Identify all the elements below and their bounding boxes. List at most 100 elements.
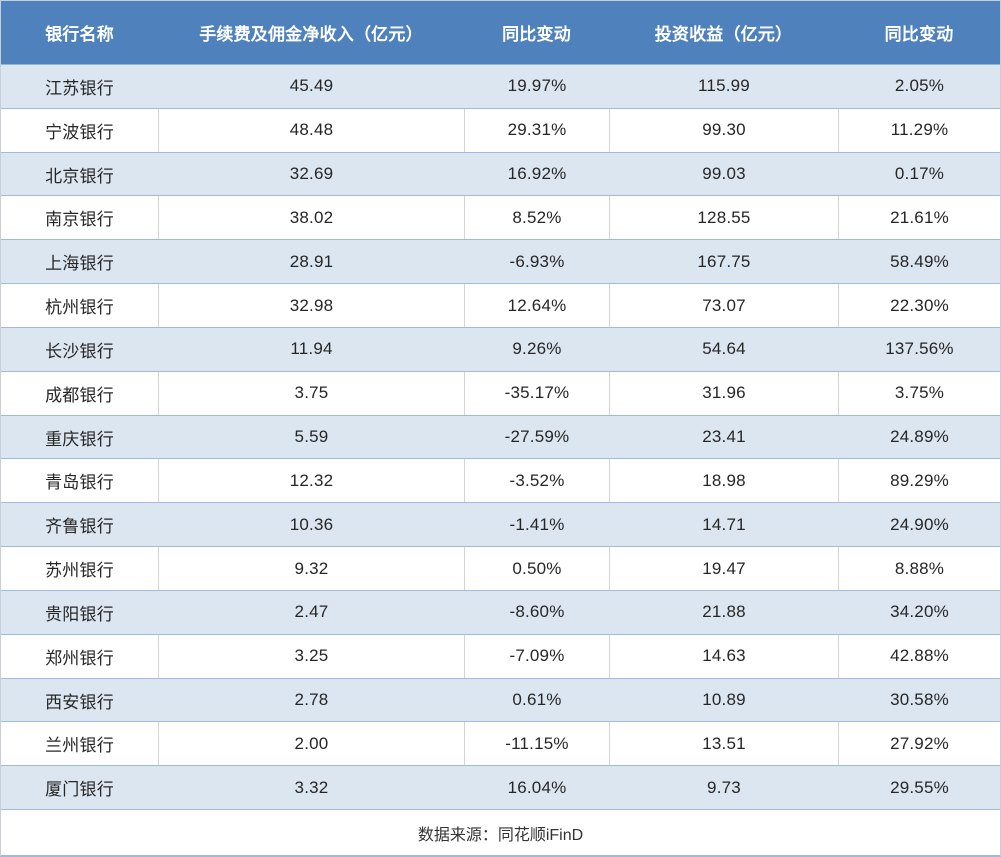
cell-investment-income: 99.03	[702, 164, 746, 184]
cell-investment-yoy: 34.20%	[890, 602, 949, 622]
cell-fee-yoy: 12.64%	[464, 284, 609, 327]
cell-investment-yoy: 11.29%	[838, 108, 1000, 152]
table-row: 齐鲁银行 10.36 -1.41% 14.71 24.90%	[1, 503, 1000, 548]
header-cell-bank-name: 银行名称	[45, 25, 114, 44]
cell-bank-name: 厦门银行	[45, 780, 114, 800]
header-cell-fee-yoy: 同比变动	[502, 25, 571, 44]
cell-investment-income: 115.99	[698, 76, 750, 96]
cell-fee-yoy: 16.92%	[507, 164, 567, 184]
cell-investment-yoy: 29.55%	[890, 777, 949, 797]
table-header-row: 银行名称 手续费及佣金净收入（亿元） 同比变动 投资收益（亿元） 同比变动	[1, 1, 1000, 65]
cell-bank-name: 西安银行	[45, 692, 114, 712]
cell-fee-income: 28.91	[289, 251, 334, 271]
cell-investment-income: 54.64	[702, 339, 746, 359]
cell-fee-income: 32.98	[158, 284, 464, 327]
table-row: 江苏银行 45.49 19.97% 115.99 2.05%	[1, 65, 1000, 109]
cell-fee-yoy: -1.41%	[509, 514, 565, 534]
cell-bank-name: 重庆银行	[45, 429, 114, 449]
cell-investment-yoy: 27.92%	[838, 722, 1000, 766]
cell-fee-yoy: -6.93%	[509, 251, 565, 271]
cell-bank-name: 苏州银行	[45, 561, 114, 581]
cell-investment-income: 14.63	[609, 634, 838, 678]
cell-fee-yoy: 9.26%	[512, 339, 562, 359]
cell-fee-income: 2.47	[294, 602, 329, 622]
data-source-note: 数据来源：同花顺iFinD	[417, 826, 584, 844]
cell-bank-name: 杭州银行	[45, 298, 114, 318]
header-cell-investment-income: 投资收益（亿元）	[654, 25, 793, 44]
cell-investment-income: 9.73	[707, 777, 741, 797]
cell-investment-yoy: 30.58%	[890, 690, 949, 709]
cell-fee-yoy: -35.17%	[464, 371, 609, 415]
cell-fee-income: 12.32	[158, 459, 464, 503]
cell-bank-name: 长沙银行	[45, 341, 114, 361]
cell-investment-income: 167.75	[697, 251, 751, 271]
cell-fee-income: 10.36	[289, 514, 334, 534]
cell-bank-name: 贵阳银行	[45, 604, 114, 624]
cell-investment-yoy: 3.75%	[838, 371, 1000, 415]
cell-fee-income: 2.78	[294, 690, 329, 709]
cell-bank-name: 青岛银行	[45, 473, 114, 493]
cell-fee-income: 3.25	[158, 634, 464, 678]
cell-investment-income: 23.41	[702, 427, 746, 447]
table-footer: 数据来源：同花顺iFinD	[1, 810, 1000, 855]
cell-fee-income: 11.94	[290, 339, 333, 359]
table-row: 贵阳银行 2.47 -8.60% 21.88 34.20%	[1, 590, 1000, 635]
cell-investment-income: 21.88	[702, 602, 746, 622]
cell-fee-income: 45.49	[289, 76, 334, 96]
header-cell-investment-yoy: 同比变动	[884, 25, 954, 44]
cell-bank-name: 宁波银行	[45, 122, 114, 142]
table-row: 北京银行 32.69 16.92% 99.03 0.17%	[1, 152, 1000, 197]
cell-investment-yoy: 137.56%	[885, 339, 954, 359]
cell-bank-name: 兰州银行	[45, 736, 114, 756]
cell-fee-yoy: 8.52%	[464, 196, 609, 240]
table-row: 上海银行 28.91 -6.93% 167.75 58.49%	[1, 240, 1000, 285]
table-row: 苏州银行 9.32 0.50% 19.47 8.88%	[1, 547, 1000, 591]
cell-investment-yoy: 58.49%	[890, 251, 949, 271]
cell-fee-income: 48.48	[158, 108, 464, 152]
cell-fee-yoy: -8.60%	[509, 602, 565, 622]
cell-bank-name: 上海银行	[45, 254, 114, 274]
cell-investment-yoy: 89.29%	[838, 459, 1000, 503]
cell-fee-income: 38.02	[158, 196, 464, 240]
cell-investment-yoy: 0.17%	[894, 164, 945, 184]
cell-fee-income: 3.75	[158, 371, 464, 415]
cell-fee-yoy: 19.97%	[507, 76, 567, 96]
cell-investment-yoy: 21.61%	[838, 196, 1000, 240]
cell-investment-income: 10.89	[702, 690, 746, 709]
cell-fee-yoy: 0.61%	[512, 690, 562, 709]
cell-investment-income: 73.07	[609, 284, 838, 327]
cell-investment-income: 19.47	[609, 547, 838, 590]
cell-investment-income: 99.30	[609, 108, 838, 152]
cell-investment-income: 13.51	[609, 722, 838, 766]
cell-fee-yoy: 16.04%	[507, 777, 567, 797]
cell-fee-yoy: 29.31%	[464, 108, 609, 152]
cell-investment-yoy: 2.05%	[894, 76, 945, 96]
cell-investment-income: 18.98	[609, 459, 838, 503]
cell-fee-income: 5.59	[294, 427, 329, 447]
table-row: 成都银行 3.75 -35.17% 31.96 3.75%	[1, 371, 1000, 416]
cell-fee-income: 3.32	[294, 777, 329, 797]
cell-fee-yoy: -27.59%	[504, 427, 570, 447]
cell-bank-name: 成都银行	[45, 385, 114, 405]
header-cell-fee-income: 手续费及佣金净收入（亿元）	[199, 25, 423, 44]
cell-investment-income: 14.71	[702, 514, 746, 534]
table-row: 西安银行 2.78 0.61% 10.89 30.58%	[1, 678, 1000, 723]
cell-investment-yoy: 22.30%	[838, 284, 1000, 327]
cell-fee-income: 9.32	[158, 547, 464, 590]
table-row: 厦门银行 3.32 16.04% 9.73 29.55%	[1, 766, 1000, 811]
table-body: 江苏银行 45.49 19.97% 115.99 2.05% 宁波银行 48.4…	[1, 65, 1000, 811]
cell-investment-yoy: 42.88%	[838, 634, 1000, 678]
table-row: 南京银行 38.02 8.52% 128.55 21.61%	[1, 196, 1000, 241]
cell-bank-name: 南京银行	[45, 210, 114, 230]
cell-fee-yoy: -7.09%	[464, 634, 609, 678]
cell-investment-yoy: 24.90%	[890, 514, 949, 534]
cell-fee-income: 32.69	[289, 164, 334, 184]
table-row: 重庆银行 5.59 -27.59% 23.41 24.89%	[1, 415, 1000, 460]
cell-investment-yoy: 8.88%	[838, 547, 1000, 590]
cell-bank-name: 郑州银行	[45, 648, 114, 668]
table-row: 杭州银行 32.98 12.64% 73.07 22.30%	[1, 284, 1000, 328]
cell-bank-name: 齐鲁银行	[45, 517, 114, 537]
cell-fee-income: 2.00	[158, 722, 464, 766]
cell-bank-name: 江苏银行	[45, 78, 114, 98]
